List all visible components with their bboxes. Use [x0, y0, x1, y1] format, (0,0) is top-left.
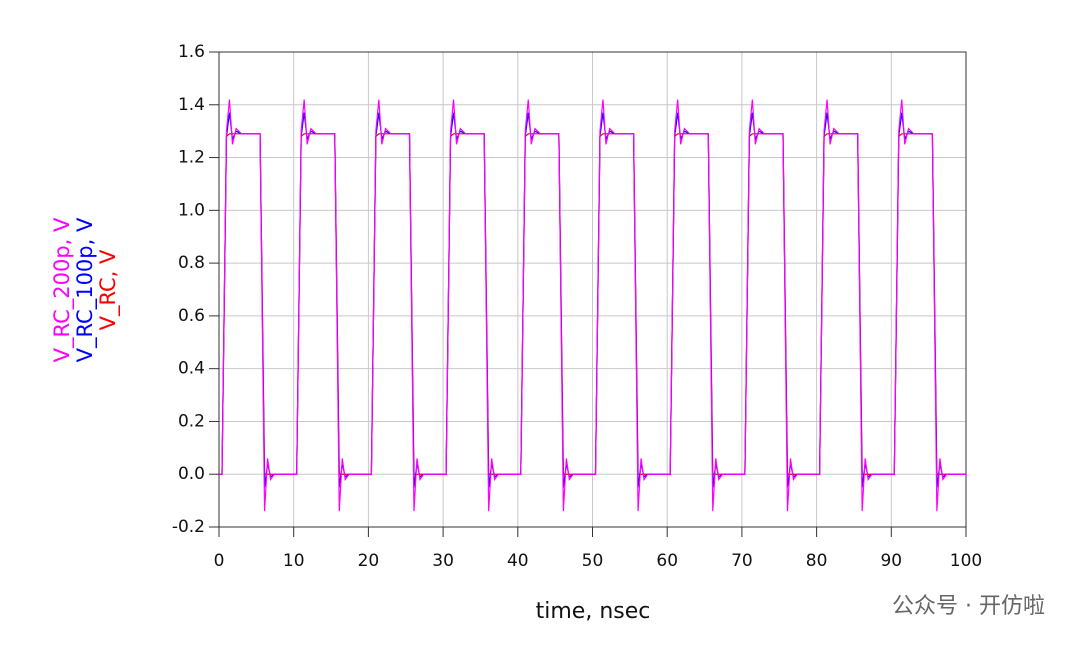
- x-tick-label: 70: [731, 551, 753, 571]
- legend-label: V_RC_100p, V: [73, 217, 98, 362]
- series-line: [219, 99, 966, 512]
- x-tick-label: 80: [806, 551, 828, 571]
- y-tick-label: 0.6: [178, 306, 205, 326]
- y-tick-label: 1.4: [178, 95, 205, 115]
- y-tick-label: 0.2: [178, 411, 205, 431]
- x-tick-label: 50: [582, 551, 604, 571]
- x-tick-label: 40: [507, 551, 529, 571]
- x-tick-label: 60: [656, 551, 678, 571]
- x-axis-label: time, nsec: [536, 599, 651, 624]
- x-tick-label: 30: [432, 551, 454, 571]
- y-tick-label: 0.8: [178, 253, 205, 273]
- y-tick-label: 1.0: [178, 200, 205, 220]
- x-tick-label: 100: [950, 551, 982, 571]
- x-tick-label: 20: [358, 551, 380, 571]
- x-tick-label: 90: [880, 551, 902, 571]
- y-tick-label: 1.2: [178, 148, 205, 168]
- y-tick-label: 0.0: [178, 464, 205, 484]
- x-tick-label: 10: [283, 551, 305, 571]
- watermark: 公众号 · 开仿啦: [892, 594, 1045, 619]
- x-tick-label: 0: [214, 551, 225, 571]
- legend-label: V_RC_200p, V: [50, 217, 75, 362]
- legend-label: V_RC, V: [96, 249, 121, 330]
- y-tick-label: 1.6: [178, 42, 205, 62]
- y-tick-label: -0.2: [172, 517, 205, 537]
- plot-frame: [218, 51, 967, 528]
- y-tick-label: 0.4: [178, 359, 205, 379]
